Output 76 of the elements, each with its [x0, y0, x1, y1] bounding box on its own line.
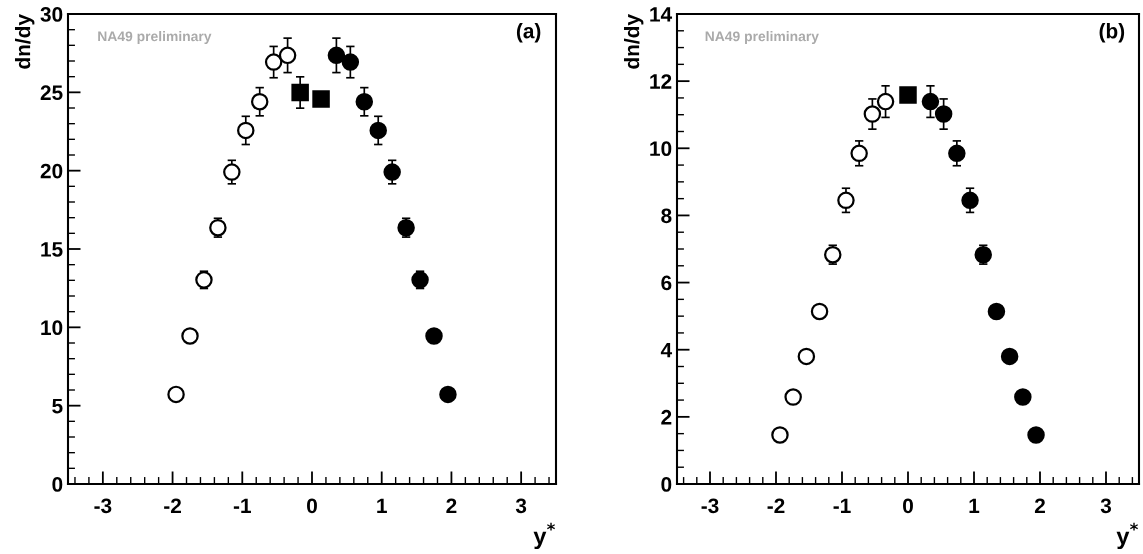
point [278, 46, 297, 65]
point [784, 388, 802, 406]
point [264, 53, 283, 71]
y-tick-label: 0 [661, 477, 672, 492]
point [291, 83, 309, 102]
point [237, 121, 255, 140]
x-tick-label: 3 [1100, 498, 1112, 514]
point [974, 245, 992, 264]
x-axis-title: y$^{*}$ [1116, 522, 1138, 550]
y-tick-label: 10 [41, 320, 63, 336]
x-axis-title: y$^{*}$ [533, 522, 555, 550]
x-tick-label: -2 [767, 498, 785, 513]
y-tick-label: 10 [650, 141, 672, 157]
point [181, 327, 199, 345]
point [850, 144, 868, 163]
point [797, 347, 816, 366]
point [921, 92, 940, 111]
point [810, 302, 829, 321]
annotation: (b) [1099, 23, 1125, 43]
point [837, 191, 855, 210]
point [987, 302, 1006, 321]
point [876, 92, 895, 111]
y-tick-label: 12 [650, 74, 672, 89]
point [899, 86, 917, 104]
x-tick-label: 1 [969, 498, 980, 513]
point [341, 53, 360, 71]
point [327, 46, 346, 65]
point [439, 385, 457, 404]
y-tick-label: 0 [52, 477, 63, 492]
point [250, 92, 269, 111]
point [771, 426, 789, 444]
y-tick-label: 2 [661, 409, 672, 425]
x-tick-label: 2 [1034, 498, 1045, 513]
point [369, 121, 387, 140]
y-tick-label: 8 [661, 208, 672, 224]
y-tick-label: 4 [660, 342, 673, 358]
point [948, 144, 966, 163]
y-tick-label: 20 [40, 163, 63, 179]
point [167, 385, 185, 404]
point [824, 245, 842, 264]
point [411, 271, 429, 289]
x-tick-label: 3 [515, 498, 527, 514]
y-tick-label: 14 [650, 7, 673, 22]
y-tick-label: 15 [41, 242, 63, 257]
y-axis-title: dn/dy [623, 14, 644, 69]
point [383, 163, 401, 181]
point [397, 218, 415, 237]
x-tick-label: -3 [94, 498, 112, 514]
x-tick-label: -1 [233, 498, 251, 513]
point [355, 92, 374, 111]
point [934, 105, 953, 123]
x-tick-label: -2 [164, 498, 181, 513]
point [863, 105, 882, 123]
point [209, 218, 227, 237]
y-axis-title: dn/dy [14, 14, 35, 69]
point [1014, 388, 1032, 406]
x-tick-label: 2 [446, 498, 457, 513]
point [195, 271, 213, 289]
x-tick-label: -1 [833, 498, 851, 513]
x-tick-label: -3 [701, 498, 719, 514]
y-tick-label: 25 [40, 85, 63, 101]
point [961, 191, 979, 210]
x-tick-label: 0 [903, 498, 913, 514]
point [425, 327, 443, 345]
point [1027, 426, 1045, 444]
y-tick-label: 6 [661, 275, 672, 291]
x-tick-label: 0 [307, 498, 317, 514]
annotation: (a) [516, 23, 541, 43]
y-tick-label: 30 [40, 7, 63, 22]
point [223, 163, 241, 181]
point [312, 90, 330, 108]
point [1000, 347, 1019, 366]
annotation: NA49 preliminary [705, 31, 819, 44]
x-tick-label: 1 [377, 498, 387, 513]
annotation: NA49 preliminary [98, 31, 212, 44]
y-tick-label: 5 [52, 398, 63, 414]
